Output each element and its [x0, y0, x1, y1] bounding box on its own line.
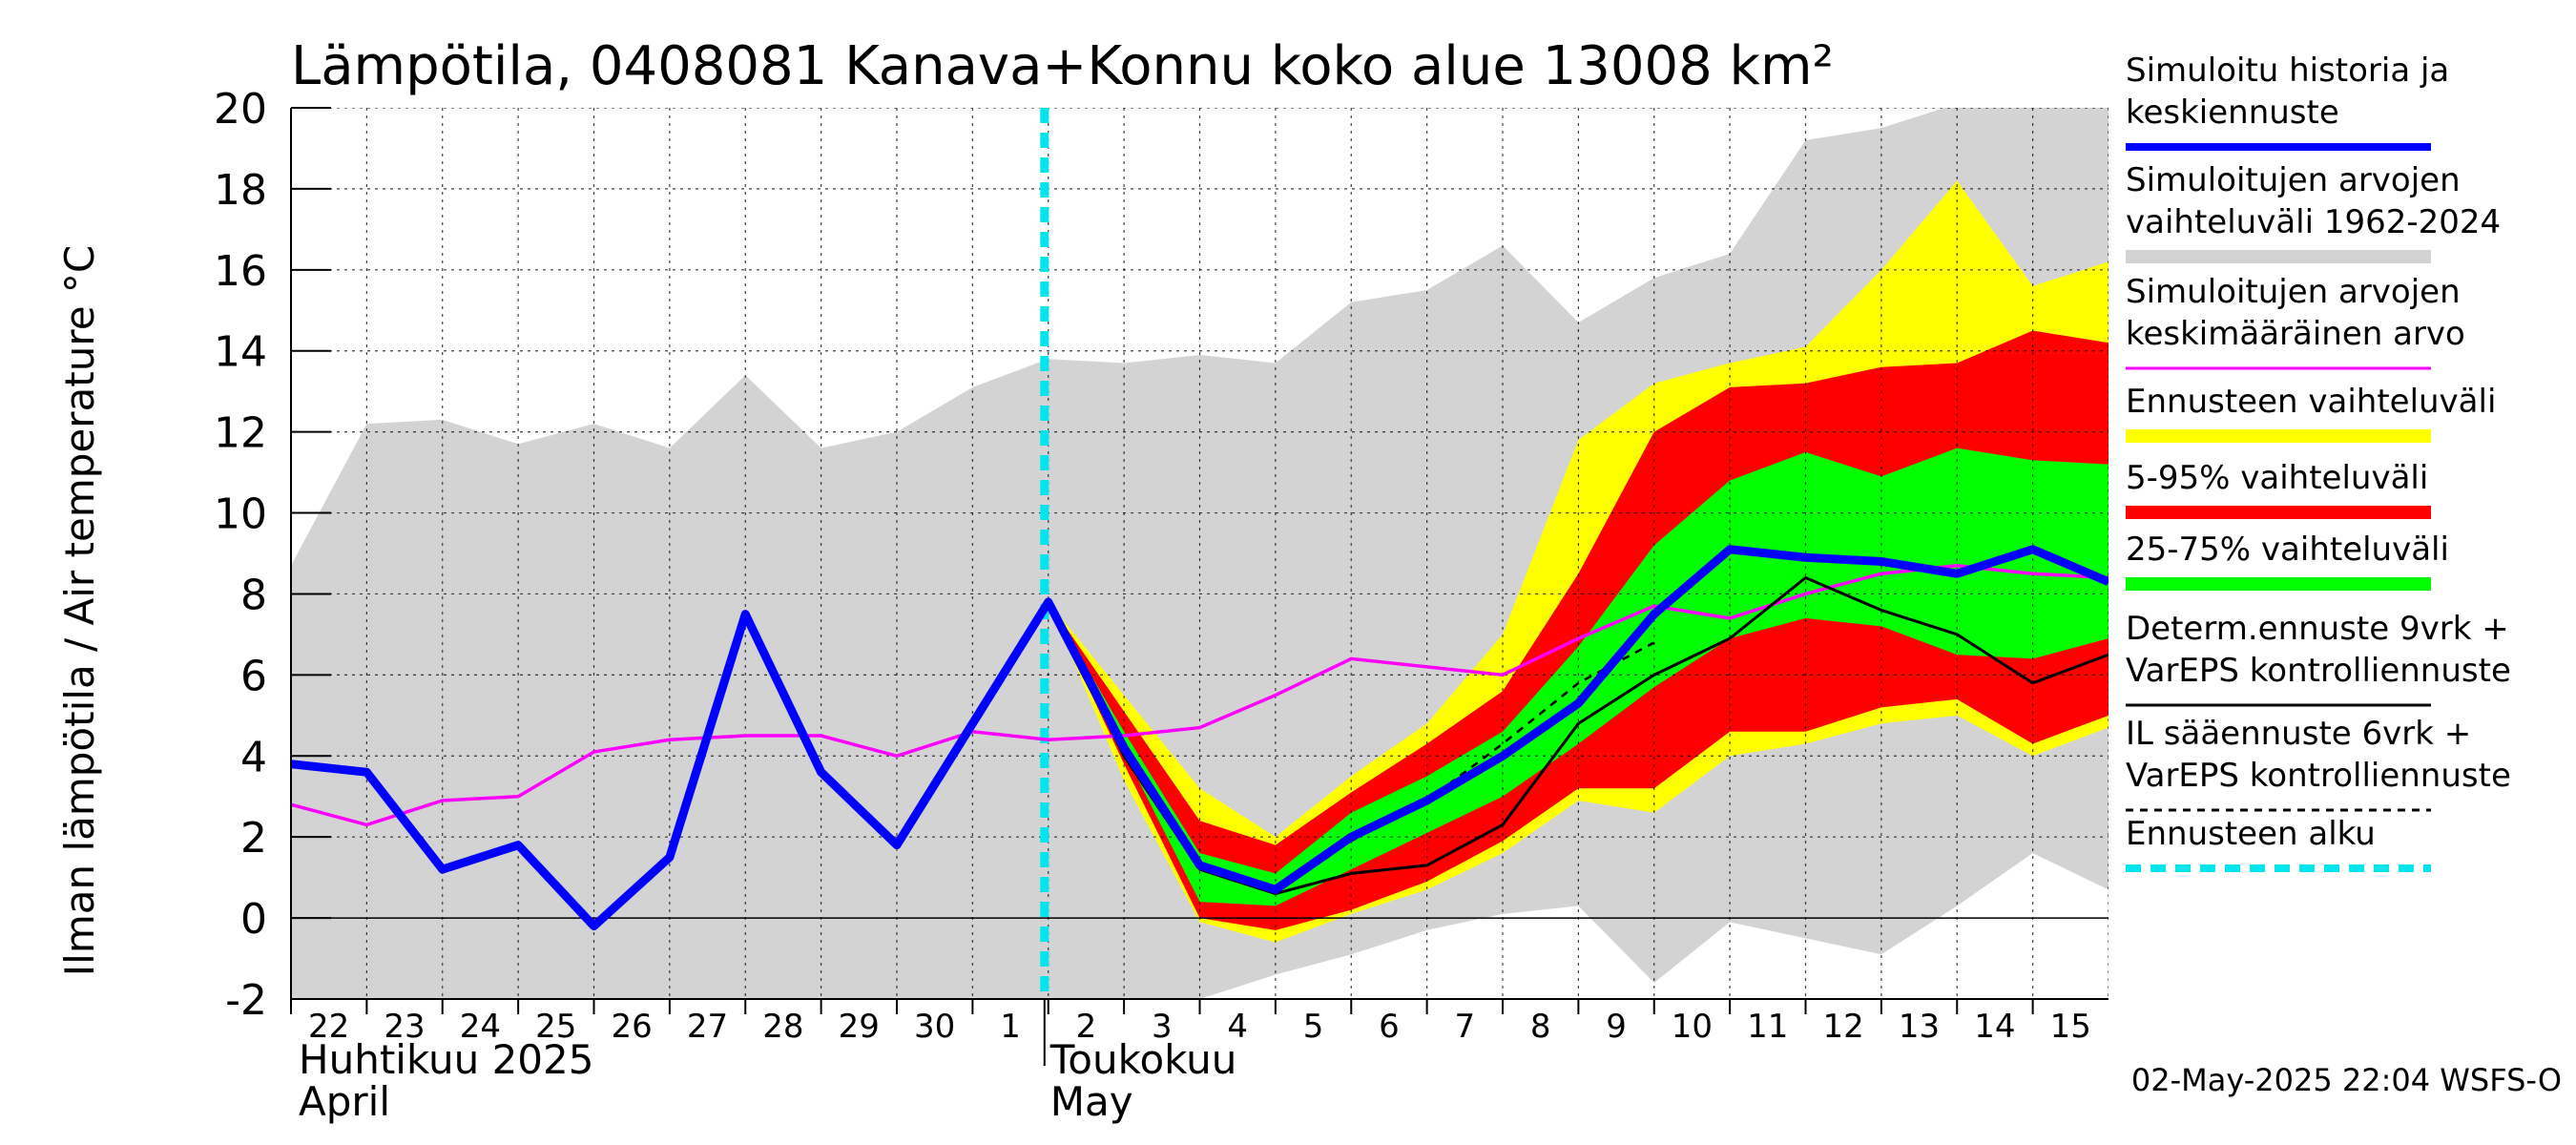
x-tick-label: 1 [1000, 1008, 1021, 1046]
legend-item: Simuloitujen arvojen vaihteluväli 1962-20… [2126, 161, 2501, 263]
x-tick-label: 4 [1227, 1008, 1248, 1046]
legend-label: Ennusteen alku [2126, 815, 2376, 853]
y-tick-label: 6 [240, 652, 267, 700]
legend-item: Simuloitu historia ja keskiennuste [2126, 52, 2449, 151]
legend-label: 5-95% vaihteluväli [2126, 459, 2428, 497]
x-tick-label: 13 [1899, 1008, 1940, 1046]
plot-area [291, 108, 2109, 999]
x-tick-label: 2 [1076, 1008, 1097, 1046]
y-tick-label: 8 [240, 571, 267, 619]
legend-item: 25-75% vaihteluväli [2126, 531, 2449, 591]
month-label: Toukokuu [1049, 1036, 1237, 1083]
x-tick-label: 14 [1974, 1008, 2015, 1046]
legend-item: Ennusteen vaihteluväli [2126, 383, 2496, 443]
y-tick-label: 0 [240, 895, 267, 944]
y-tick-label: 16 [214, 247, 267, 296]
legend-label: vaihteluväli 1962-2024 [2126, 203, 2501, 241]
chart-title: Lämpötila, 0408081 Kanava+Konnu koko alu… [291, 35, 1834, 97]
x-tick-label: 27 [687, 1008, 728, 1046]
legend-item: Simuloitujen arvojen keskimääräinen arvo [2126, 273, 2465, 370]
x-tick-label: 10 [1672, 1008, 1713, 1046]
x-tick-label: 23 [384, 1008, 425, 1046]
x-tick-label: 22 [308, 1008, 349, 1046]
legend-label: Simuloitu historia ja [2126, 52, 2449, 90]
x-tick-label: 29 [839, 1008, 880, 1046]
x-tick-label: 8 [1530, 1008, 1551, 1046]
legend-label: Ennusteen vaihteluväli [2126, 383, 2496, 421]
y-tick-label: 2 [240, 814, 267, 863]
month-label: Huhtikuu 2025 [299, 1036, 593, 1083]
y-axis-label: Ilman lämpötila / Air temperature °C [56, 245, 103, 976]
x-tick-label: 5 [1303, 1008, 1324, 1046]
band-ennusteen-vaihteluv-li [1048, 180, 2109, 943]
x-tick-label: 3 [1152, 1008, 1173, 1046]
x-tick-label: 9 [1606, 1008, 1627, 1046]
x-tick-label: 11 [1747, 1008, 1788, 1046]
legend-label: Simuloitujen arvojen [2126, 273, 2461, 311]
y-tick-label: 10 [214, 490, 267, 539]
month-label-en: May [1050, 1078, 1133, 1125]
legend-label: VarEPS kontrolliennuste [2126, 757, 2511, 795]
x-tick-label: 28 [762, 1008, 803, 1046]
y-tick-label: -2 [225, 976, 267, 1025]
legend-item: Determ.ennuste 9vrk + VarEPS kontrollienn… [2126, 610, 2511, 707]
legend-item: IL sääennuste 6vrk + VarEPS kontrollienn… [2126, 715, 2511, 812]
y-tick-label: 12 [214, 409, 267, 458]
legend-label: Simuloitujen arvojen [2126, 161, 2461, 199]
x-tick-label: 12 [1823, 1008, 1864, 1046]
legend-label: IL sääennuste 6vrk + [2126, 715, 2471, 753]
legend-item: Ennusteen alku [2126, 815, 2431, 872]
x-tick-label: 25 [535, 1008, 576, 1046]
x-tick-label: 26 [612, 1008, 653, 1046]
legend-label: Determ.ennuste 9vrk + [2126, 610, 2509, 648]
month-label-en: April [299, 1078, 390, 1125]
x-tick-label: 6 [1379, 1008, 1400, 1046]
legend-label: keskimääräinen arvo [2126, 315, 2465, 353]
x-tick-label: 15 [2050, 1008, 2091, 1046]
x-tick-label: 30 [914, 1008, 955, 1046]
y-tick-label: 18 [214, 166, 267, 215]
legend-label: 25-75% vaihteluväli [2126, 531, 2449, 569]
y-tick-label: 4 [240, 733, 267, 781]
timestamp: 02-May-2025 22:04 WSFS-O [2131, 1062, 2562, 1098]
y-tick-label: 14 [214, 328, 267, 377]
x-tick-label: 24 [460, 1008, 501, 1046]
y-tick-label: 20 [214, 85, 267, 134]
legend-label: VarEPS kontrolliennuste [2126, 652, 2511, 690]
legend-label: keskiennuste [2126, 94, 2339, 132]
legend-item: 5-95% vaihteluväli [2126, 459, 2431, 519]
x-tick-label: 7 [1454, 1008, 1475, 1046]
